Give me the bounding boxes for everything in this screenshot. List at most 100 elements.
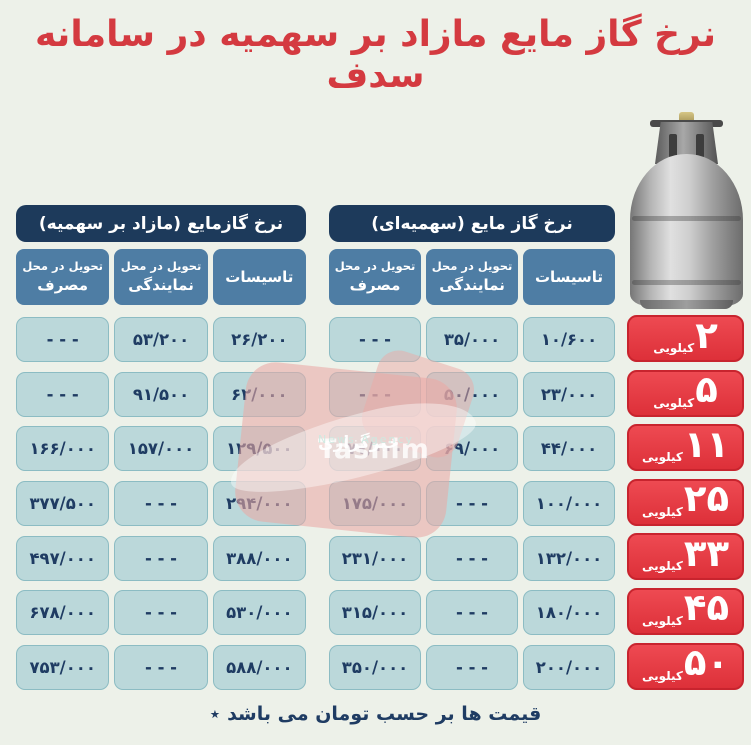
cylinder-handle-slot [696,134,704,158]
page-title: نرخ گاز مایع مازاد بر سهمیه در سامانه سد… [34,14,717,96]
price-cell: ۹۱/۵۰۰ [114,371,208,417]
price-cell: ۷۷/۰۰۰ [329,426,421,472]
price-cell: ۴۴/۰۰۰ [523,426,615,472]
price-cell: ۱۵۷/۰۰۰ [114,426,208,472]
price-cell: ۲۹۴/۰۰۰ [212,481,306,527]
footer-note-text: قیمت ها بر حسب تومان می باشد [227,703,542,725]
size-badge-33kg: ۳۳ کیلویی [627,531,744,581]
price-cell: - - - [329,317,421,362]
size-value: ۵۰ [683,641,730,685]
price-cell: ۲۰۰/۰۰۰ [523,645,615,691]
table-row: ۱۰۰/۰۰۰ - - - ۱۷۵/۰۰۰ [329,481,615,527]
table-row: ۲۳/۰۰۰ ۵۰/۰۰۰ - - - [329,371,615,417]
price-cell: - - - [114,645,208,691]
size-value: ۵ [695,368,718,412]
price-cell: ۵۳/۲۰۰ [114,317,208,362]
table-row: ۱۳۲/۰۰۰ - - - ۲۳۱/۰۰۰ [329,535,615,581]
price-cell: ۳۵/۰۰۰ [426,317,518,362]
size-value: ۳۳ [683,531,730,575]
price-cell: ۲۳۱/۰۰۰ [329,535,421,581]
price-cell: ۶۷۸/۰۰۰ [16,590,110,636]
column-header-main-line: مصرف [349,275,401,294]
size-badge-5kg: ۵ کیلویی [627,368,744,417]
table-row: ۱۰/۶۰۰ ۳۵/۰۰۰ - - - [329,317,615,362]
size-badge-2kg: ۲ کیلویی [627,315,744,362]
footnote-star-icon: ٭ [209,703,221,725]
size-badge-50kg: ۵۰ کیلویی [627,641,744,690]
size-unit: کیلویی [641,559,683,574]
table-quota-column-headers: تاسیسات تحویل در محل نمایندگی تحویل در م… [329,249,615,305]
table-row: ۱۲۹/۵۰۰ ۱۵۷/۰۰۰ ۱۶۶/۰۰۰ [16,426,306,472]
price-cell: - - - [426,535,518,581]
column-header-agency-delivery: تحویل در محل نمایندگی [114,249,208,305]
column-header-consumption-delivery: تحویل در محل مصرف [16,249,110,305]
size-unit: کیلویی [641,504,683,519]
size-badge-11kg: ۱۱ کیلویی [627,422,744,472]
size-unit: کیلویی [653,341,695,355]
cylinder-body [630,154,743,306]
table-row: ۳۸۸/۰۰۰ - - - ۴۹۷/۰۰۰ [16,535,306,581]
table-excess-title: نرخ گازمایع (مازاد بر سهمیه) [16,205,306,242]
price-cell: ۱۲۹/۵۰۰ [212,426,306,472]
cylinder-handle-slot [669,134,677,158]
size-value: ۱۱ [683,422,730,466]
cylinder-weld-ring [632,280,741,285]
price-cell: - - - [114,590,208,636]
table-row: ۵۸۸/۰۰۰ - - - ۷۵۳/۰۰۰ [16,645,306,691]
column-header-top-line: تحویل در محل [120,259,202,274]
size-unit: کیلویی [641,450,683,465]
column-header-main-line: تاسیسات [225,267,294,286]
cylinder-weld-ring [632,216,741,221]
footer-note: ٭ قیمت ها بر حسب تومان می باشد [0,703,751,725]
price-cell: ۱۰/۶۰۰ [523,317,615,362]
table-row: ۴۴/۰۰۰ ۶۹/۰۰۰ ۷۷/۰۰۰ [329,426,615,472]
price-cell: ۳۱۵/۰۰۰ [329,590,421,636]
price-cell: ۳۷۷/۵۰۰ [16,481,110,527]
price-cell: ۲۳/۰۰۰ [523,371,615,417]
price-cell: - - - [16,317,110,362]
price-cell: ۲۶/۲۰۰ [212,317,306,362]
size-value: ۴۵ [683,586,730,630]
size-unit: کیلویی [653,395,695,410]
price-cell: - - - [426,481,518,527]
price-cell: ۶۲/۰۰۰ [212,371,306,417]
size-badge-25kg: ۲۵ کیلویی [627,478,744,526]
price-cell: ۱۶۶/۰۰۰ [16,426,110,472]
size-unit: کیلویی [641,613,683,628]
table-quota-rows: ۱۰/۶۰۰ ۳۵/۰۰۰ - - - ۲۳/۰۰۰ ۵۰/۰۰۰ - - - … [329,317,615,691]
column-header-consumption-delivery: تحویل در محل مصرف [329,249,421,305]
column-header-top-line: تحویل در محل [22,259,103,274]
table-excess-column-headers: تاسیسات تحویل در محل نمایندگی تحویل در م… [16,249,306,305]
price-cell: ۳۵۰/۰۰۰ [329,645,421,691]
table-row: ۲۰۰/۰۰۰ - - - ۳۵۰/۰۰۰ [329,645,615,691]
table-quota: نرخ گاز مایع (سهمیه‌ای) تاسیسات تحویل در… [329,205,615,691]
price-cell: ۱۷۵/۰۰۰ [329,481,421,527]
price-cell: - - - [426,590,518,636]
table-row: ۲۹۴/۰۰۰ - - - ۳۷۷/۵۰۰ [16,481,306,527]
price-cell: ۵۸۸/۰۰۰ [212,645,306,691]
price-cell: - - - [426,645,518,691]
table-row: ۵۳۰/۰۰۰ - - - ۶۷۸/۰۰۰ [16,590,306,636]
price-cell: ۱۸۰/۰۰۰ [523,590,615,636]
column-header-main-line: نمایندگی [128,275,194,294]
cylinder-base [640,300,733,309]
table-row: ۱۸۰/۰۰۰ - - - ۳۱۵/۰۰۰ [329,590,615,636]
price-cell: ۵۳۰/۰۰۰ [212,590,306,636]
price-cell: - - - [114,535,208,581]
price-cell: - - - [114,481,208,527]
cylinder-size-badges: ۲ کیلویی ۵ کیلویی ۱۱ کیلویی ۲۵ کیلویی ۳۳… [627,315,744,690]
size-badge-45kg: ۴۵ کیلویی [627,586,744,635]
price-cell: - - - [329,371,421,417]
table-excess-rows: ۲۶/۲۰۰ ۵۳/۲۰۰ - - - ۶۲/۰۰۰ ۹۱/۵۰۰ - - - … [16,317,306,691]
table-quota-title: نرخ گاز مایع (سهمیه‌ای) [329,205,615,242]
price-cell: ۴۹۷/۰۰۰ [16,535,110,581]
gas-cylinder-image [628,110,745,310]
price-cell: - - - [16,371,110,417]
price-cell: ۳۸۸/۰۰۰ [212,535,306,581]
column-header-main-line: مصرف [37,275,89,294]
table-excess-quota: نرخ گازمایع (مازاد بر سهمیه) تاسیسات تحو… [16,205,306,691]
column-header-top-line: تحویل در محل [431,259,513,274]
price-cell: ۶۹/۰۰۰ [426,426,518,472]
price-cell: ۵۰/۰۰۰ [426,371,518,417]
